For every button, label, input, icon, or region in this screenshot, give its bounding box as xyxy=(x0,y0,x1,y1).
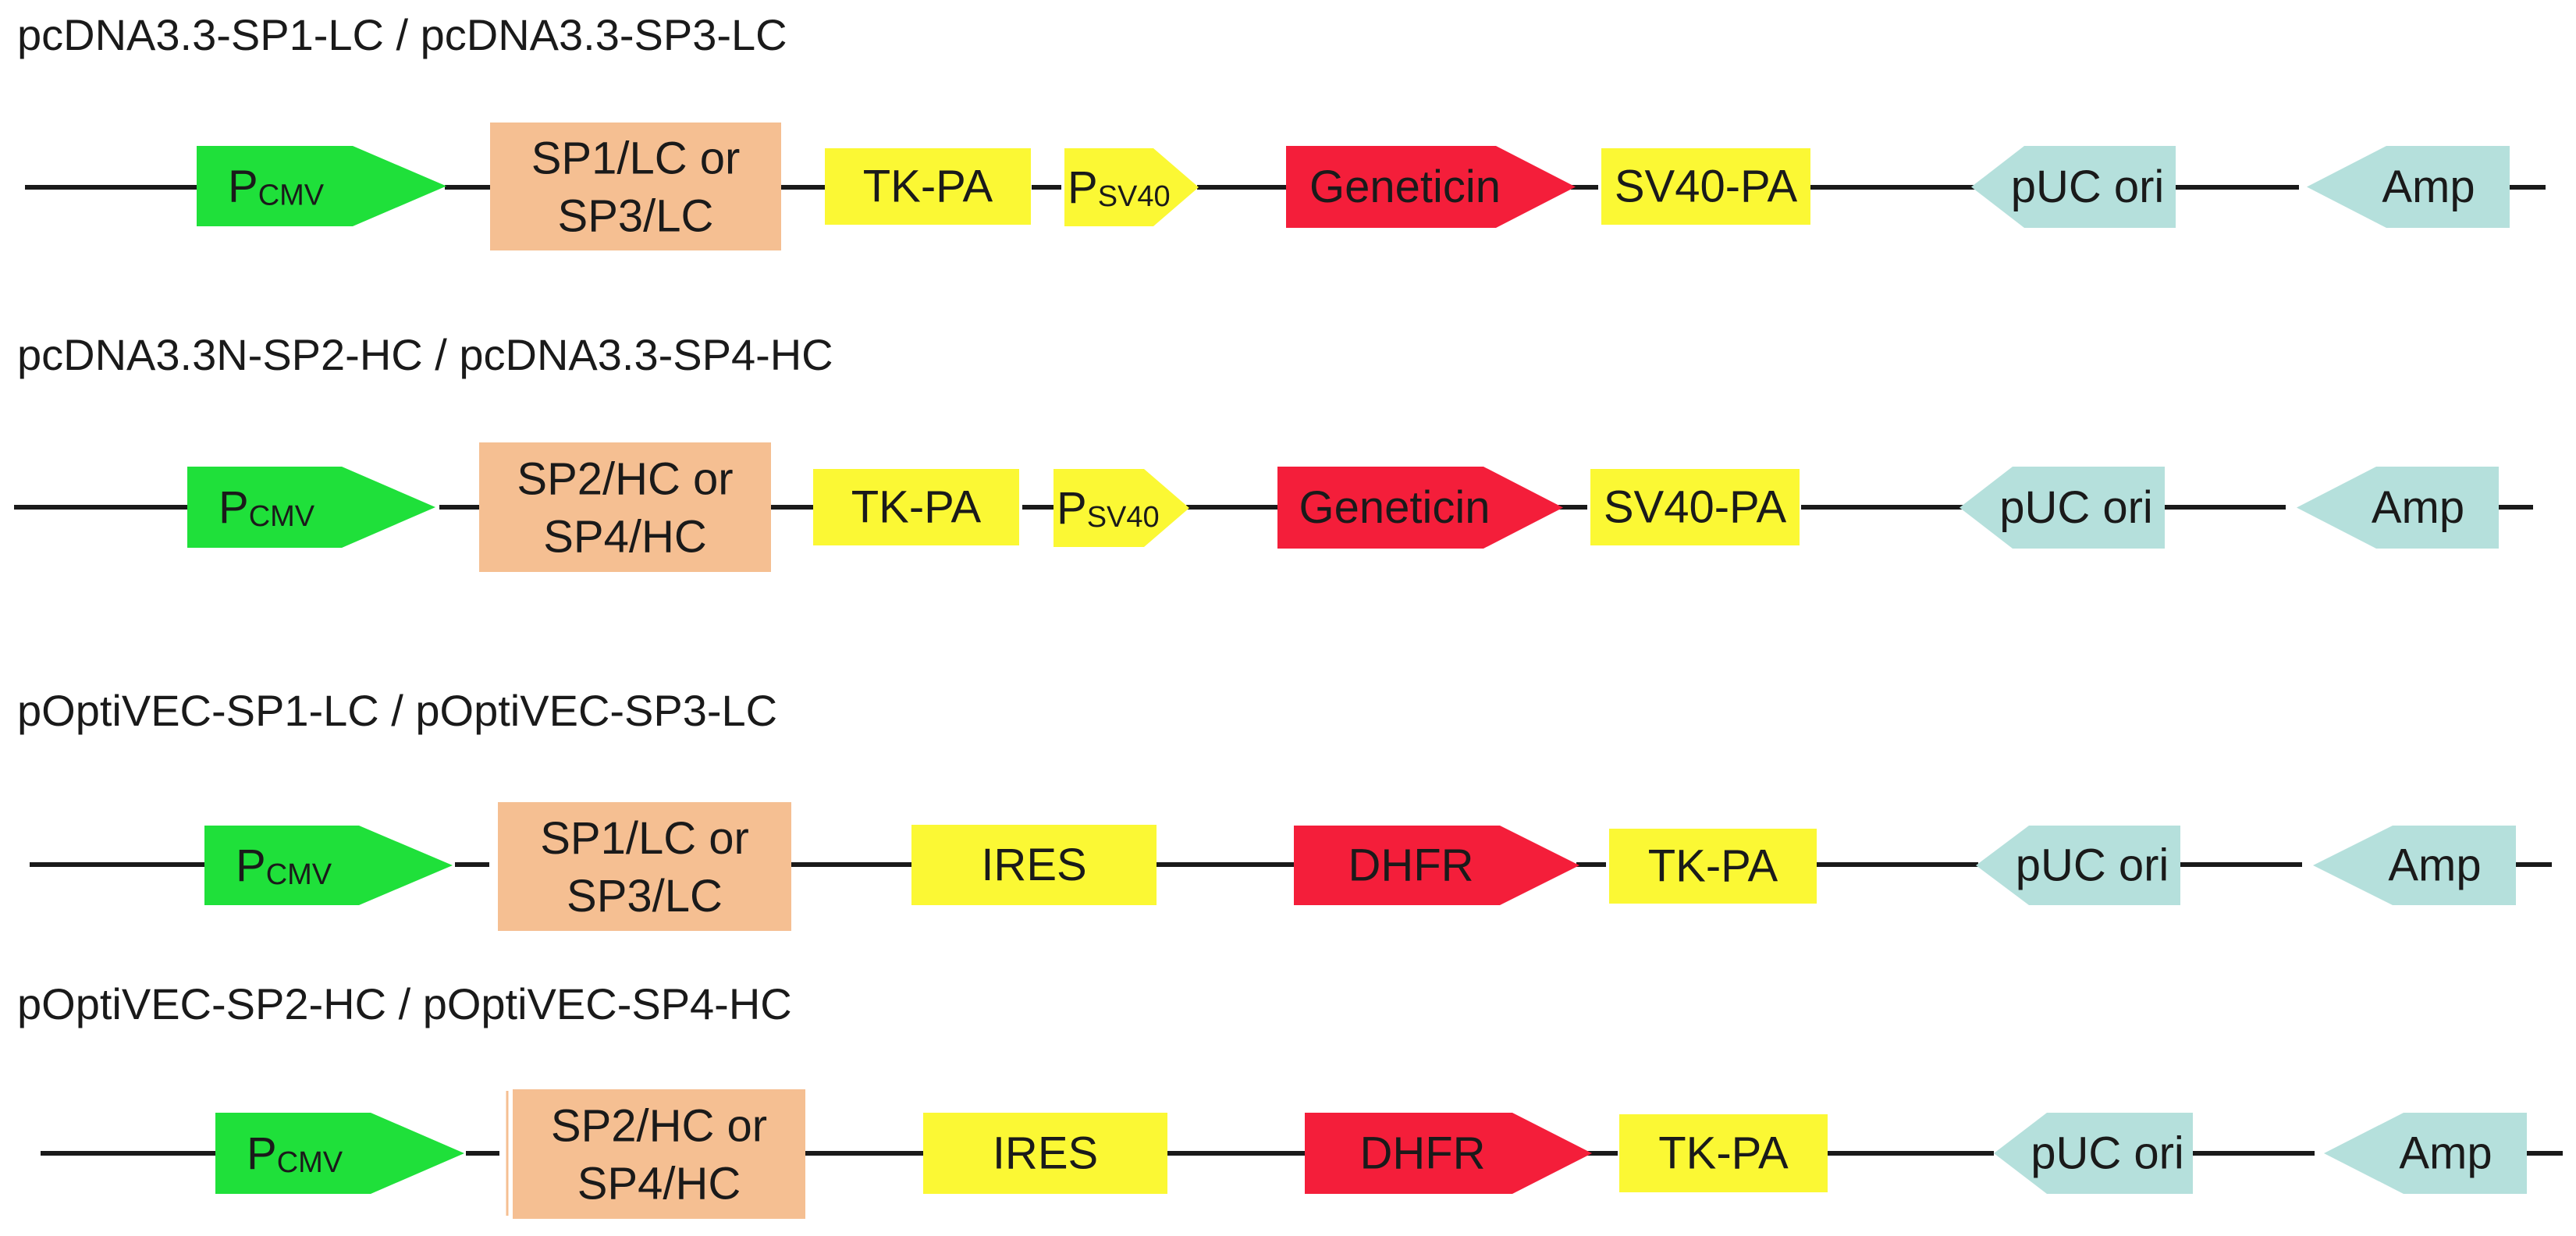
regulatory-box xyxy=(923,1113,1167,1194)
cmv-promoter-arrow xyxy=(204,826,453,905)
insert-label-line1: SP2/HC or xyxy=(517,454,733,505)
regulatory-label: TK-PA xyxy=(863,162,993,212)
promoter-subscript: CMV xyxy=(249,500,315,533)
promoter-label: PSV40 xyxy=(1057,483,1160,535)
puc-origin-arrow xyxy=(1971,146,2176,228)
origin-label: pUC ori xyxy=(1999,482,2153,533)
promoter-label: PCMV xyxy=(247,1128,343,1180)
amp-resistance-arrow xyxy=(2313,826,2516,905)
selection-marker-label: Geneticin xyxy=(1309,162,1501,212)
insert-box xyxy=(498,802,791,931)
promoter-label: PCMV xyxy=(236,840,332,892)
insert-label-line2: SP4/HC xyxy=(543,512,707,563)
cmv-promoter-arrow xyxy=(187,467,435,548)
regulatory-label: TK-PA xyxy=(851,482,982,533)
promoter-symbol: P xyxy=(1068,162,1098,213)
promoter-symbol: P xyxy=(236,840,266,891)
amp-resistance-arrow xyxy=(2324,1113,2527,1194)
sv40-promoter-arrow xyxy=(1053,469,1189,547)
regulatory-box xyxy=(813,469,1019,545)
cmv-promoter-arrow xyxy=(197,146,446,226)
insert-label-line1: SP2/HC or xyxy=(551,1101,767,1152)
regulatory-box xyxy=(825,148,1031,225)
construct-title: pcDNA3.3-SP1-LC / pcDNA3.3-SP3-LC xyxy=(17,10,787,59)
selection-marker-label: Geneticin xyxy=(1299,482,1490,533)
construct-2: pcDNA3.3N-SP2-HC / pcDNA3.3-SP4-HCPCMVSP… xyxy=(14,330,2533,572)
construct-title: pOptiVEC-SP1-LC / pOptiVEC-SP3-LC xyxy=(17,686,777,735)
promoter-subscript: SV40 xyxy=(1098,180,1171,213)
origin-label: pUC ori xyxy=(2011,162,2165,212)
insert-label-line2: SP3/LC xyxy=(567,871,723,922)
regulatory-label: TK-PA xyxy=(1658,1128,1789,1179)
promoter-symbol: P xyxy=(228,161,258,211)
promoter-symbol: P xyxy=(247,1128,277,1179)
promoter-label: PCMV xyxy=(228,161,325,212)
puc-origin-arrow xyxy=(1960,467,2165,549)
selection-marker-label: DHFR xyxy=(1359,1128,1485,1179)
cmv-promoter-arrow xyxy=(215,1113,464,1194)
puc-origin-arrow xyxy=(1976,826,2180,905)
regulatory-label: SV40-PA xyxy=(1604,482,1787,533)
regulatory-box xyxy=(1619,1114,1828,1192)
insert-label-line1: SP1/LC or xyxy=(540,813,749,864)
construct-1: pcDNA3.3-SP1-LC / pcDNA3.3-SP3-LCPCMVSP1… xyxy=(17,10,2546,250)
promoter-subscript: CMV xyxy=(266,858,332,891)
regulatory-box xyxy=(1601,148,1810,225)
resistance-label: Amp xyxy=(2382,162,2475,212)
regulatory-label: IRES xyxy=(993,1128,1098,1179)
regulatory-box xyxy=(1609,829,1817,904)
selection-marker-arrow xyxy=(1277,467,1563,549)
regulatory-label: IRES xyxy=(981,840,1086,890)
construct-title: pcDNA3.3N-SP2-HC / pcDNA3.3-SP4-HC xyxy=(17,330,833,379)
insert-box xyxy=(513,1089,805,1219)
promoter-label: PCMV xyxy=(219,482,315,534)
promoter-subscript: CMV xyxy=(258,179,325,212)
selection-marker-arrow xyxy=(1286,146,1576,228)
regulatory-box xyxy=(911,825,1157,905)
promoter-symbol: P xyxy=(219,482,249,533)
regulatory-label: SV40-PA xyxy=(1615,162,1798,212)
selection-marker-arrow xyxy=(1294,826,1579,905)
resistance-label: Amp xyxy=(2372,482,2464,533)
selection-marker-arrow xyxy=(1305,1113,1592,1194)
puc-origin-arrow xyxy=(1994,1113,2193,1194)
selection-marker-label: DHFR xyxy=(1348,840,1473,891)
promoter-subscript: SV40 xyxy=(1087,501,1160,534)
resistance-label: Amp xyxy=(2399,1128,2492,1179)
promoter-symbol: P xyxy=(1057,483,1087,534)
insert-label-line1: SP1/LC or xyxy=(531,133,741,184)
amp-resistance-arrow xyxy=(2307,146,2510,228)
regulatory-box xyxy=(1590,469,1800,545)
insert-box xyxy=(479,442,771,572)
construct-title: pOptiVEC-SP2-HC / pOptiVEC-SP4-HC xyxy=(17,979,792,1028)
sv40-promoter-arrow xyxy=(1064,148,1199,226)
origin-label: pUC ori xyxy=(2031,1128,2184,1179)
regulatory-label: TK-PA xyxy=(1648,841,1778,892)
amp-resistance-arrow xyxy=(2297,467,2499,549)
origin-label: pUC ori xyxy=(2016,840,2169,891)
resistance-label: Amp xyxy=(2388,840,2481,891)
insert-label-line2: SP3/LC xyxy=(558,191,714,242)
promoter-label: PSV40 xyxy=(1068,162,1171,214)
insert-label-line2: SP4/HC xyxy=(577,1159,741,1209)
construct-4: pOptiVEC-SP2-HC / pOptiVEC-SP4-HC PCMV SP2… xyxy=(17,979,2563,1219)
construct-3: pOptiVEC-SP1-LC / pOptiVEC-SP3-LC PCMV SP1… xyxy=(17,686,2552,931)
promoter-subscript: CMV xyxy=(277,1146,343,1179)
insert-box xyxy=(490,123,781,250)
